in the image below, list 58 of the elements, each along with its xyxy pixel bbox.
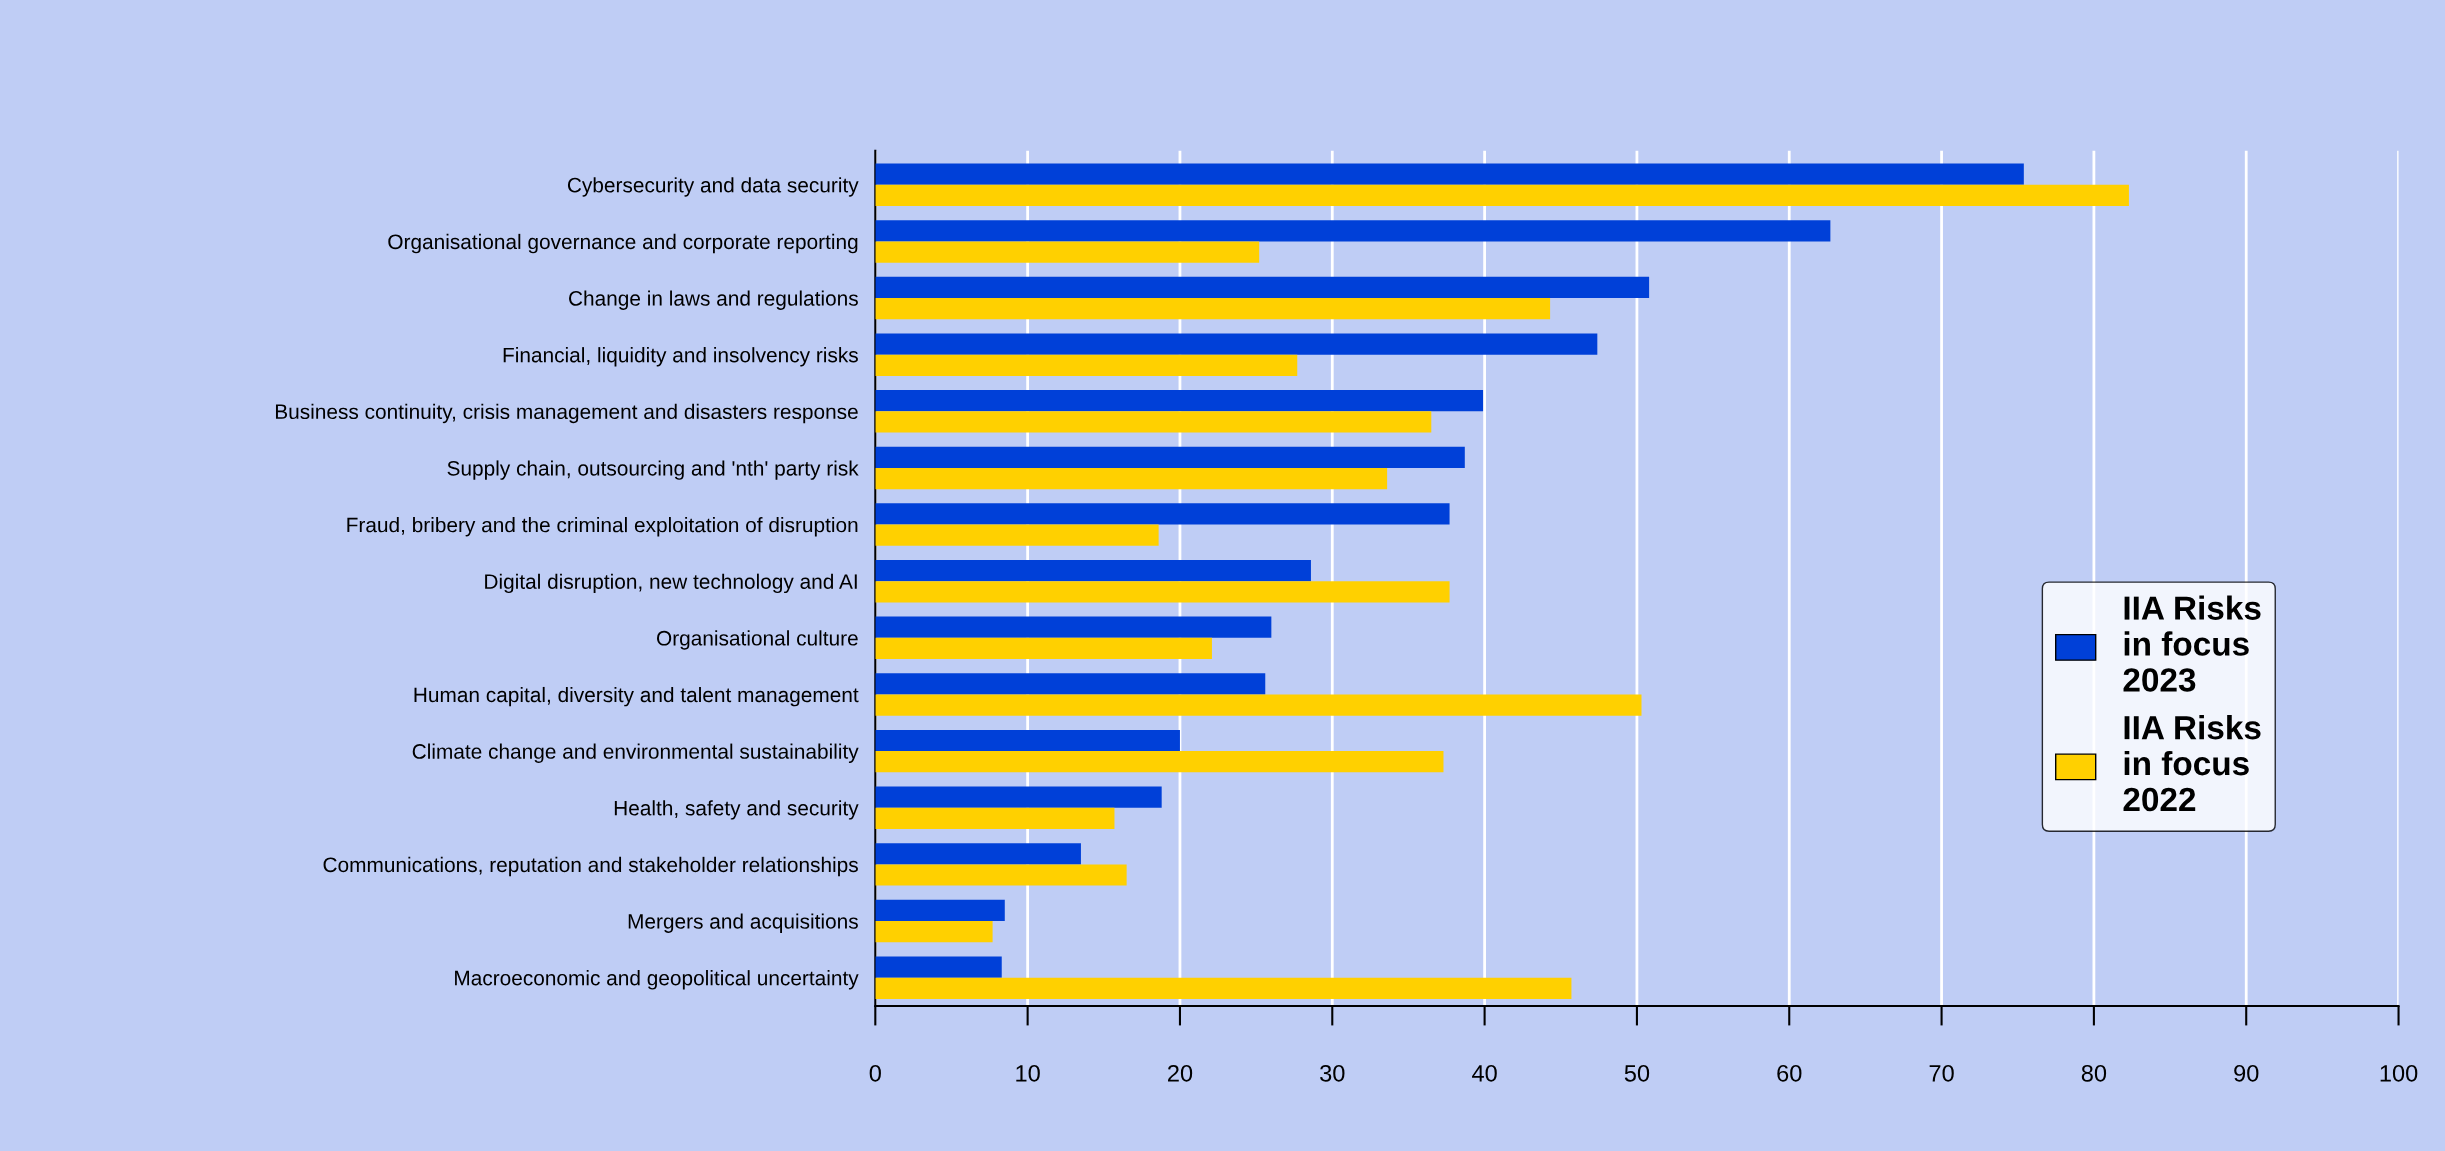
x-tick-label: 90 (2234, 1064, 2259, 1082)
bar (875, 694, 1642, 716)
y-tick-label: Change in laws and regulations (569, 290, 858, 310)
bar (875, 581, 1450, 603)
bar (875, 354, 1298, 376)
y-tick-label: Organisational culture (656, 630, 858, 650)
bar (875, 864, 1127, 886)
x-tick-label: 20 (1168, 1064, 1193, 1082)
x-tick-label: 60 (1777, 1064, 1802, 1082)
y-tick-label: Communications, reputation and stakeholder relationships (323, 856, 858, 877)
bar (875, 559, 1311, 582)
bar (875, 673, 1266, 695)
x-tick-label: 50 (1624, 1064, 1650, 1082)
x-tick-label: 80 (2081, 1064, 2107, 1082)
bar (875, 921, 993, 943)
y-tick-label: Human capital, diversity and talent management (414, 686, 859, 707)
y-tick-label: Mergers and acquisitions (628, 913, 858, 933)
bar (875, 637, 1212, 660)
y-tick-label: Cybersecurity and data security (567, 177, 859, 197)
bar (875, 843, 1081, 865)
bar (875, 241, 1260, 263)
bar (875, 446, 1465, 468)
x-tick-label: 100 (2380, 1064, 2418, 1082)
bar (875, 616, 1272, 638)
x-tick-label: 10 (1016, 1064, 1040, 1082)
y-tick-label: Digital disruption, new technology and AI (485, 573, 857, 594)
bar (875, 977, 1572, 999)
y-tick-label: Financial, liquidity and insolvency risks (503, 347, 858, 367)
bar (875, 411, 1432, 433)
bar (875, 899, 1005, 922)
bar (875, 729, 1180, 752)
x-tick-label: 30 (1320, 1064, 1345, 1082)
y-tick-label: Supply chain, outsourcing and 'nth' party risk (447, 460, 859, 480)
y-tick-label: Climate change and environmental sustainability (412, 743, 859, 763)
bar (875, 163, 2024, 185)
y-tick-label: Macroeconomic and geopolitical uncertainty (455, 970, 859, 990)
bar (875, 956, 1002, 978)
bar (875, 467, 1388, 490)
y-tick-label: Fraud, bribery and the criminal exploitation of disruption (347, 517, 858, 537)
bar (875, 807, 1115, 829)
bar (875, 786, 1162, 808)
bar (875, 184, 2129, 206)
legend-label: IIA Risks in focus 2023 (2123, 595, 2261, 692)
y-tick-label: Organisational governance and corporate reporting (388, 233, 858, 254)
x-tick-label: 40 (1472, 1064, 1497, 1082)
bar (875, 524, 1159, 546)
y-tick-label: Business continuity, crisis management and disasters response (275, 403, 858, 424)
bar (875, 298, 1551, 320)
bar (875, 276, 1650, 299)
bar (875, 751, 1444, 773)
bar (875, 390, 1484, 412)
y-tick-label: Health, safety and security (614, 800, 859, 820)
bar (875, 333, 1598, 355)
legend-label: IIA Risks in focus 2022 (2123, 714, 2261, 812)
bar (875, 220, 1831, 242)
x-tick-label: 0 (869, 1064, 881, 1082)
bar (875, 503, 1450, 525)
x-tick-label: 70 (1929, 1064, 1954, 1082)
